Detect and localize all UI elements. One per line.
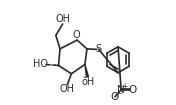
Text: O: O: [128, 85, 136, 95]
Text: HO: HO: [33, 59, 48, 69]
Polygon shape: [85, 64, 89, 77]
Text: N: N: [117, 85, 125, 95]
Text: O: O: [110, 92, 119, 102]
Text: −: −: [115, 89, 121, 98]
Text: O: O: [73, 30, 80, 40]
Text: +: +: [121, 82, 127, 91]
Text: OH: OH: [59, 84, 75, 94]
Text: S: S: [95, 44, 101, 54]
Text: OH: OH: [56, 14, 71, 24]
Text: ŏH: ŏH: [81, 77, 95, 87]
